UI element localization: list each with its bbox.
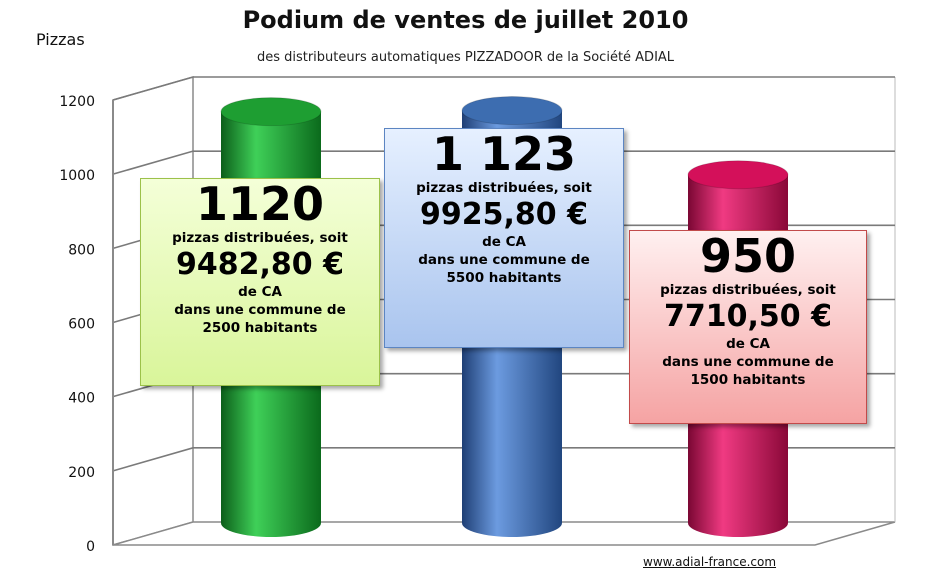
callout-third-line3: dans une commune de [662,354,834,370]
chart-subtitle: des distributeurs automatiques PIZZADOOR… [256,50,675,65]
callout-third-value: 950 [699,229,797,283]
callout-first-line4: 2500 habitants [202,320,318,336]
callout-second: 1 123 pizzas distribuées, soit 9925,80 €… [384,128,624,348]
callout-third: 950 pizzas distribuées, soit 7710,50 € d… [629,230,867,424]
y-tick-label: 1200 [59,94,95,110]
y-tick-label: 600 [68,317,95,333]
callout-first-amount: 9482,80 € [176,247,344,282]
y-axis-label: Pizzas [36,30,85,49]
callout-second-line2: de CA [482,234,526,250]
y-tick-label: 1000 [59,168,95,184]
grid-line [112,150,895,175]
callout-second-line4: 5500 habitants [446,270,562,286]
website-link[interactable]: www.adial-france.com [643,555,777,569]
bar-top [461,96,563,126]
callout-second-value: 1 123 [431,127,577,181]
callout-second-line3: dans une commune de [418,252,590,268]
callout-third-line4: 1500 habitants [690,372,806,388]
bar-top [687,160,789,190]
y-tick-label: 0 [86,539,95,555]
callout-second-line1: pizzas distribuées, soit [416,180,592,196]
callout-first: 1120 pizzas distribuées, soit 9482,80 € … [140,178,380,386]
callout-second-amount: 9925,80 € [420,197,588,232]
grid-line [112,447,895,472]
bar-top [220,97,322,127]
y-tick-label: 800 [68,242,95,258]
y-tick-labels: 0 200 400 600 800 1000 1200 [59,94,95,555]
chart-title: Podium de ventes de juillet 2010 [242,6,689,34]
callout-third-line1: pizzas distribuées, soit [660,282,836,298]
callout-first-value: 1120 [195,177,325,231]
callout-first-line3: dans une commune de [174,302,346,318]
callout-third-line2: de CA [726,336,770,352]
callout-first-line1: pizzas distribuées, soit [172,230,348,246]
y-tick-label: 200 [68,465,95,481]
callout-first-line2: de CA [238,284,282,300]
grid-line [112,76,895,101]
y-tick-label: 400 [68,391,95,407]
callout-third-amount: 7710,50 € [664,299,832,334]
